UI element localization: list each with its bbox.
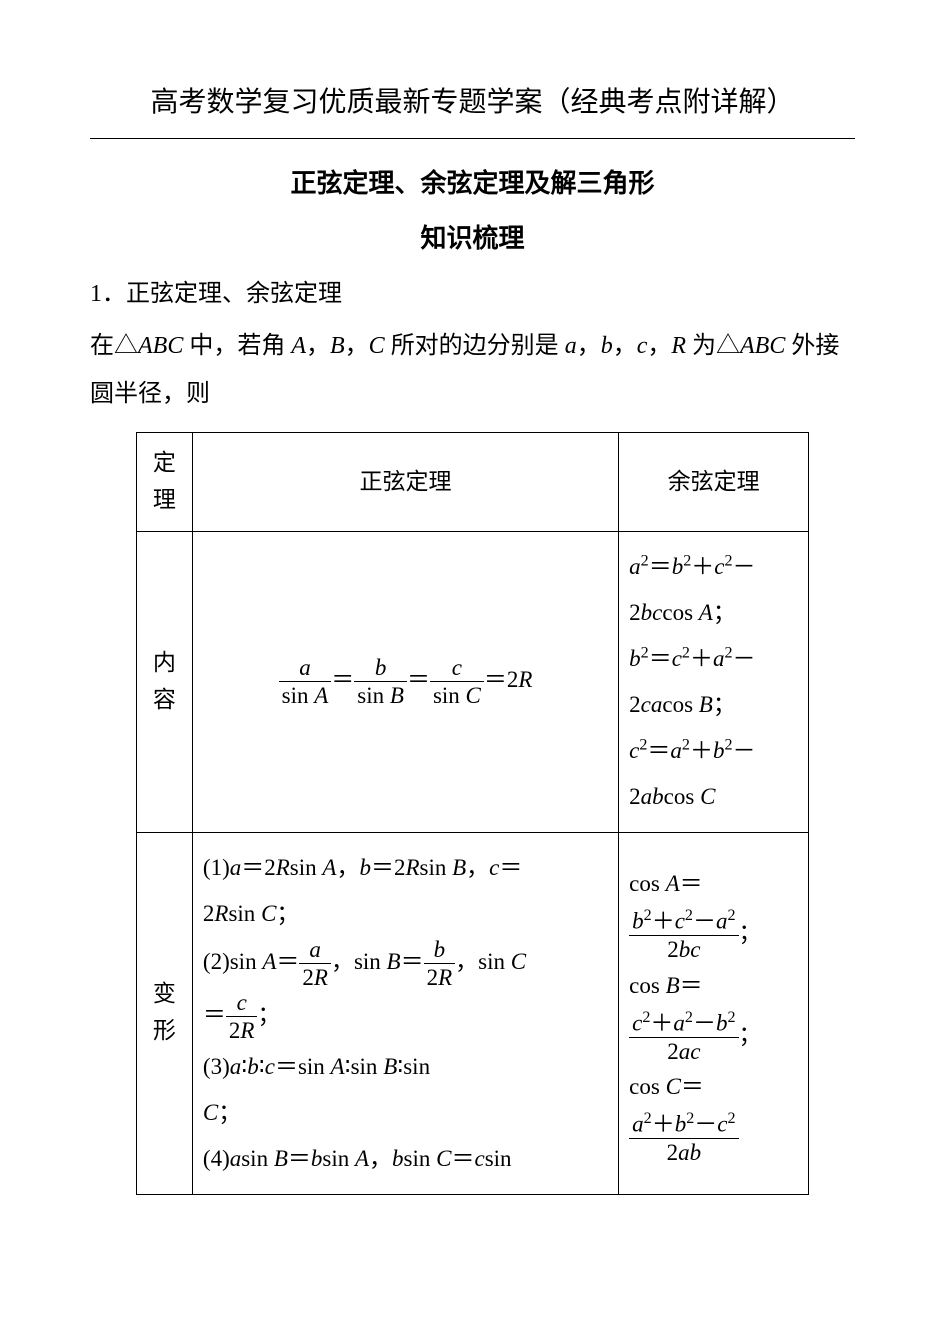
fraction-a: a sin A <box>279 655 332 709</box>
eq-line: cos C＝ <box>629 1064 798 1110</box>
R: R <box>518 667 532 692</box>
fraction: a2＋b2－c22ab <box>629 1110 738 1165</box>
intro-text: 所对的边分别是 <box>385 333 565 359</box>
eq-line: ＝c2R； <box>203 990 608 1044</box>
eq-line: 2bccos A； <box>629 590 798 636</box>
intro-text: ， <box>577 333 601 359</box>
fraction: a2R <box>299 937 331 991</box>
fraction: b2＋c2－a22bc <box>629 907 738 962</box>
intro-C: C <box>369 333 385 359</box>
eq: ＝ <box>331 667 354 692</box>
eq-line: b2＝c2＋a2－ <box>629 636 798 682</box>
intro-A: A <box>291 333 306 359</box>
divider-line <box>90 138 855 139</box>
intro-text: 在△ <box>90 333 138 359</box>
eq: ＝ <box>407 667 430 692</box>
eq: ＝2 <box>484 667 519 692</box>
intro-c: c <box>637 333 648 359</box>
eq-line: a2＝b2＋c2－ <box>629 544 798 590</box>
table-row: 定 理 正弦定理 余弦定理 <box>136 433 808 532</box>
header-char: 内 <box>147 645 182 682</box>
fraction-b: b sin B <box>354 655 407 709</box>
fraction: b2R <box>424 937 456 991</box>
eq-line: cos B＝ <box>629 963 798 1009</box>
eq-line: cos A＝ <box>629 861 798 907</box>
intro-R: R <box>671 333 686 359</box>
intro-text: 中，若角 <box>183 333 291 359</box>
numbered-heading-1: 1．正弦定理、余弦定理 <box>90 273 855 308</box>
header-cosine: 余弦定理 <box>619 433 809 532</box>
eq-line: 2cacos B； <box>629 682 798 728</box>
intro-abc2: ABC <box>740 333 785 359</box>
header-char: 形 <box>147 1013 182 1050</box>
eq-line: c2＋a2－b22ac； <box>629 1009 798 1064</box>
eq-line: C； <box>203 1090 608 1136</box>
intro-paragraph: 在△ABC 中，若角 A，B，C 所对的边分别是 a，b，c，R 为△ABC 外… <box>90 322 855 418</box>
header-char: 容 <box>147 682 182 719</box>
header-char: 理 <box>147 482 182 519</box>
header-char: 定 <box>147 445 182 482</box>
section-heading: 知识梳理 <box>90 218 855 255</box>
row-header-variant: 变 形 <box>136 832 192 1194</box>
numerator: a <box>279 655 332 682</box>
header-sine: 正弦定理 <box>192 433 618 532</box>
fraction-c: c sin C <box>430 655 484 709</box>
eq-line: 2Rsin C； <box>203 891 608 937</box>
eq-line: (1)a＝2Rsin A，b＝2Rsin B，c＝ <box>203 845 608 891</box>
intro-text: ， <box>345 333 369 359</box>
intro-b: b <box>601 333 613 359</box>
cosine-content-cell: a2＝b2＋c2－ 2bccos A； b2＝c2＋a2－ 2cacos B； … <box>619 531 809 832</box>
denominator: sin A <box>279 682 332 708</box>
fraction: c2＋a2－b22ac <box>629 1009 738 1064</box>
eq-line: (4)asin B＝bsin A，bsin C＝csin <box>203 1136 608 1182</box>
intro-text: ， <box>306 333 330 359</box>
row-header-content: 内 容 <box>136 531 192 832</box>
intro-text: 为△ <box>686 333 740 359</box>
intro-abc: ABC <box>138 333 183 359</box>
subtitle: 正弦定理、余弦定理及解三角形 <box>90 163 855 200</box>
numerator: c <box>430 655 484 682</box>
table-row: 变 形 (1)a＝2Rsin A，b＝2Rsin B，c＝ 2Rsin C； (… <box>136 832 808 1194</box>
intro-text: ， <box>613 333 637 359</box>
eq-line: b2＋c2－a22bc； <box>629 907 798 962</box>
intro-text: ， <box>647 333 671 359</box>
denominator: sin C <box>430 682 484 708</box>
eq-line: a2＋b2－c22ab <box>629 1110 798 1165</box>
table-row: 内 容 a sin A ＝ b sin B ＝ c sin C ＝2R a2＝b… <box>136 531 808 832</box>
cosine-variant-cell: cos A＝ b2＋c2－a22bc； cos B＝ c2＋a2－b22ac； … <box>619 832 809 1194</box>
eq-line: 2abcos C <box>629 774 798 820</box>
eq-line: (3)a∶b∶c＝sin A∶sin B∶sin <box>203 1044 608 1090</box>
fraction: c2R <box>226 990 258 1044</box>
main-title: 高考数学复习优质最新专题学案（经典考点附详解） <box>90 80 855 120</box>
theorem-table: 定 理 正弦定理 余弦定理 内 容 a sin A ＝ b sin B ＝ c … <box>136 432 809 1195</box>
header-char: 变 <box>147 976 182 1013</box>
eq-line: c2＝a2＋b2－ <box>629 728 798 774</box>
denominator: sin B <box>354 682 407 708</box>
numerator: b <box>354 655 407 682</box>
intro-a: a <box>565 333 577 359</box>
sine-content-cell: a sin A ＝ b sin B ＝ c sin C ＝2R <box>192 531 618 832</box>
row-header-theorem: 定 理 <box>136 433 192 532</box>
sine-variant-cell: (1)a＝2Rsin A，b＝2Rsin B，c＝ 2Rsin C； (2)si… <box>192 832 618 1194</box>
intro-B: B <box>330 333 345 359</box>
eq-line: (2)sin A＝a2R，sin B＝b2R，sin C <box>203 937 608 991</box>
